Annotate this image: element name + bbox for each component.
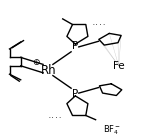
Text: P: P [72, 41, 78, 51]
Text: Rh: Rh [41, 64, 57, 76]
Text: BF$_4^-$: BF$_4^-$ [103, 123, 121, 137]
Text: P: P [72, 89, 78, 99]
Text: Fe: Fe [113, 61, 125, 71]
Text: ....: .... [48, 114, 63, 119]
Text: $\oplus$: $\oplus$ [32, 57, 40, 67]
Text: ....: .... [91, 21, 106, 26]
